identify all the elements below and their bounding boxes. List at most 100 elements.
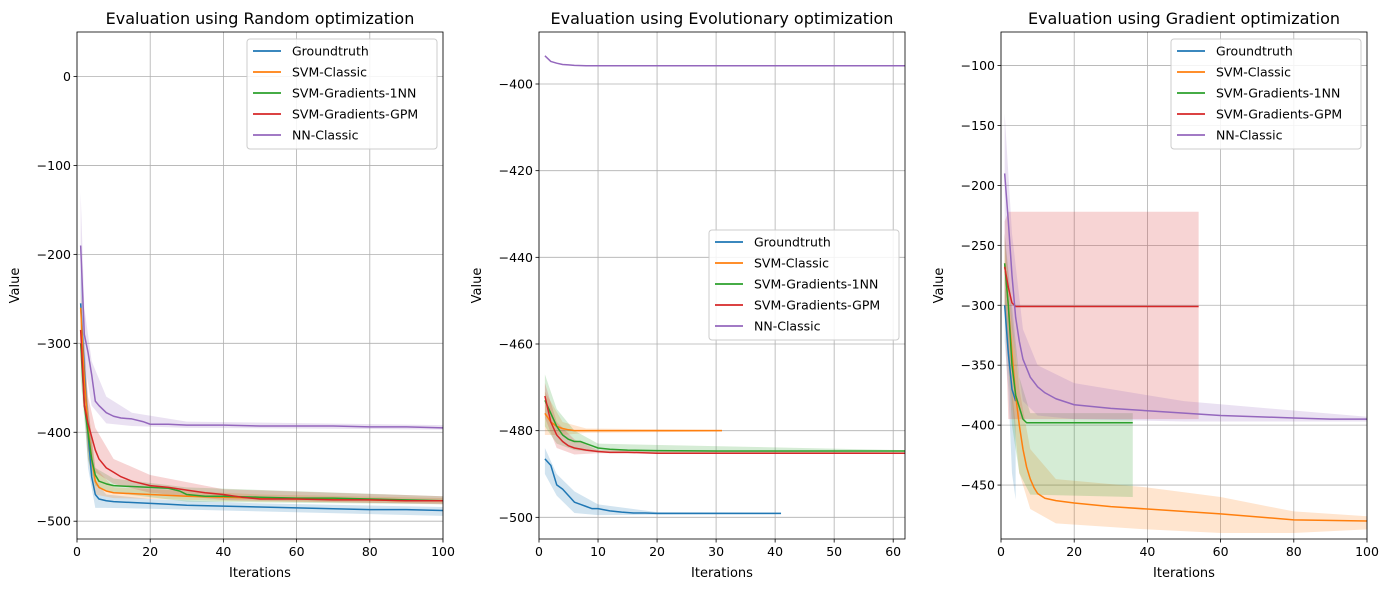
axes-frame [1000, 31, 1368, 540]
y-tick-label: −300 [961, 298, 995, 313]
series-line [79, 343, 443, 502]
y-axis-label: Value [932, 268, 947, 304]
confidence-band [80, 307, 443, 505]
chart-panel-2: 0 10 20 30 40 50 60 −500 −480 −460 −440 −420 −400 Eva… [470, 9, 906, 581]
legend-box [246, 38, 438, 150]
legend-label: SVM-Gradients-GPM [292, 107, 418, 122]
plot-area [1003, 113, 1367, 534]
x-tick-label: 100 [431, 544, 455, 559]
y-tick-label: −100 [961, 58, 995, 73]
y-tick-label: −400 [961, 418, 995, 433]
series-line [544, 458, 782, 515]
y-tick-label: −250 [961, 238, 995, 253]
x-tick-label: 0 [997, 544, 1005, 559]
y-tick-label: −200 [961, 178, 995, 193]
y-tick-label: 0 [63, 69, 71, 84]
legend-label: Groundtruth [1216, 44, 1293, 59]
confidence-band [1004, 233, 1133, 498]
chart-title: Evaluation using Gradient optimization [1028, 9, 1340, 28]
chart-title: Evaluation using Random optimization [106, 9, 415, 28]
y-tick-label: −450 [961, 478, 995, 493]
y-tick-label: −500 [37, 514, 71, 529]
x-tick-label: 30 [708, 544, 724, 559]
plot-area [544, 55, 905, 516]
x-tick-label: 40 [215, 544, 231, 559]
legend-label: SVM-Classic [754, 256, 829, 271]
y-tick-label: −500 [499, 510, 533, 525]
legend: Groundtruth SVM-Classic SVM-Gradients-1NN S… [708, 229, 900, 341]
y-tick-label: −100 [37, 158, 71, 173]
y-tick-label: −200 [37, 247, 71, 262]
legend: Groundtruth SVM-Classic SVM-Gradients-1NN S… [246, 38, 438, 150]
legend-label: SVM-Classic [1216, 65, 1291, 80]
y-tick-label: −150 [961, 118, 995, 133]
x-tick-label: 80 [362, 544, 378, 559]
y-axis-label: Value [470, 268, 485, 304]
confidence-band [544, 383, 905, 455]
legend-label: Groundtruth [754, 235, 831, 250]
x-tick-label: 40 [767, 544, 783, 559]
y-tick-label: −300 [37, 336, 71, 351]
legend-label: SVM-Gradients-1NN [1216, 86, 1340, 101]
series-line [1003, 173, 1367, 420]
x-tick-label: 0 [73, 544, 81, 559]
legend-label: NN-Classic [1216, 128, 1283, 143]
x-tick-label: 20 [649, 544, 665, 559]
x-tick-label: 10 [590, 544, 606, 559]
series-line [1003, 266, 1199, 308]
series-line [544, 395, 905, 454]
axes-frame [76, 31, 444, 540]
y-tick-label: −400 [37, 425, 71, 440]
x-tick-label: 50 [826, 544, 842, 559]
y-tick-label: −460 [499, 337, 533, 352]
x-tick-label: 100 [1355, 544, 1379, 559]
x-tick-label: 0 [535, 544, 543, 559]
series-line [1003, 305, 1017, 402]
y-tick-label: −420 [499, 163, 533, 178]
series-line [1003, 263, 1133, 424]
legend-label: SVM-Gradients-GPM [754, 298, 880, 313]
x-tick-label: 60 [1213, 544, 1229, 559]
legend: Groundtruth SVM-Classic SVM-Gradients-1NN S… [1170, 38, 1362, 150]
legend-label: SVM-Gradients-GPM [1216, 107, 1342, 122]
chart-panel-1: 0 20 40 60 80 100 −500 −400 −300 −200 −100 0 Evaluat… [8, 9, 455, 581]
confidence-band [544, 374, 905, 453]
y-tick-label: −440 [499, 250, 533, 265]
series-line [544, 55, 905, 67]
legend-label: Groundtruth [292, 44, 369, 59]
legend-box [708, 229, 900, 341]
x-axis-label: Iterations [229, 566, 291, 581]
confidence-band [80, 192, 443, 430]
x-tick-label: 20 [1066, 544, 1082, 559]
x-axis-label: Iterations [691, 566, 753, 581]
y-tick-label: −480 [499, 423, 533, 438]
x-tick-label: 60 [885, 544, 901, 559]
confidence-band [1004, 211, 1199, 420]
confidence-band [1004, 269, 1016, 500]
x-tick-label: 80 [1286, 544, 1302, 559]
axes-frame [538, 31, 906, 540]
legend-box [1170, 38, 1362, 150]
chart-panel-3: 0 20 40 60 80 100 −450 −400 −350 −300 −250 −200 −150… [932, 9, 1379, 581]
x-axis-label: Iterations [1153, 566, 1215, 581]
y-tick-label: −400 [499, 77, 533, 92]
legend-label: NN-Classic [292, 128, 359, 143]
y-tick-label: −350 [961, 358, 995, 373]
x-tick-label: 20 [142, 544, 158, 559]
confidence-band [1004, 113, 1367, 422]
confidence-band [1004, 233, 1367, 534]
plot-area [79, 192, 443, 516]
series-line [79, 245, 443, 429]
legend-label: SVM-Gradients-1NN [754, 277, 878, 292]
legend-label: NN-Classic [754, 319, 821, 334]
legend-label: SVM-Classic [292, 65, 367, 80]
x-tick-label: 60 [289, 544, 305, 559]
y-axis-label: Value [8, 268, 23, 304]
series-line [79, 303, 443, 512]
chart-title: Evaluation using Evolutionary optimizati… [551, 9, 894, 28]
series-line [544, 400, 905, 452]
legend-label: SVM-Gradients-1NN [292, 86, 416, 101]
series-line [79, 329, 443, 502]
x-tick-label: 40 [1139, 544, 1155, 559]
